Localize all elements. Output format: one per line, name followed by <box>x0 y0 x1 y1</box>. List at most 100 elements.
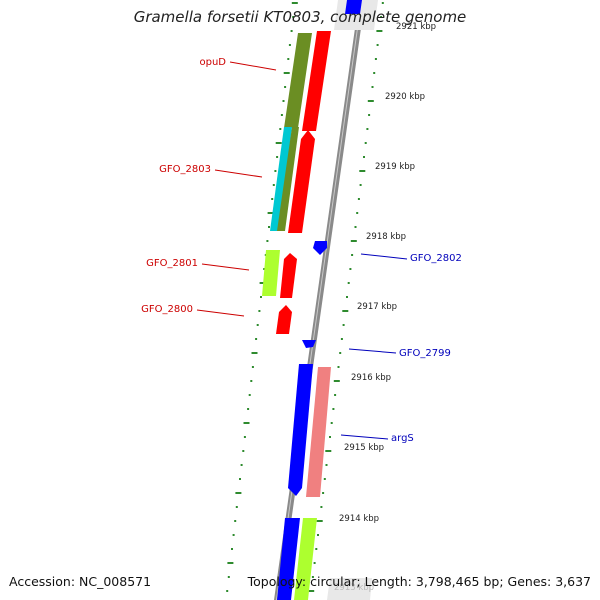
minor-tick <box>354 226 357 228</box>
gene-red-mid <box>288 130 315 233</box>
minor-tick <box>266 240 269 242</box>
major-tick <box>325 450 332 452</box>
minor-tick <box>272 184 275 186</box>
minor-tick <box>271 198 274 200</box>
gene-label-line <box>196 309 245 317</box>
scale-label: 2914 kbp <box>339 514 379 524</box>
gene-label-line <box>360 253 408 260</box>
minor-tick <box>330 422 333 424</box>
gene-label-line <box>340 434 389 440</box>
bottom-ring-segment <box>327 578 372 600</box>
major-tick <box>235 492 242 494</box>
minor-tick <box>322 492 325 494</box>
minor-tick <box>376 44 379 46</box>
gene-GFO_2803-olive <box>277 127 299 231</box>
minor-tick <box>258 310 261 312</box>
gene-label-GFO_2802: GFO_2802 <box>410 253 462 264</box>
minor-tick <box>325 464 328 466</box>
minor-tick <box>292 16 295 18</box>
gene-label-line <box>348 348 397 354</box>
gene-bottom-lime <box>294 518 317 600</box>
minor-tick <box>227 576 230 578</box>
minor-tick <box>240 464 243 466</box>
major-tick <box>342 310 349 312</box>
major-tick <box>243 422 250 424</box>
major-tick <box>367 100 374 102</box>
accession-text: Accession: NC_008571 <box>9 574 152 589</box>
minor-tick <box>251 366 254 368</box>
top-ring-segment <box>334 0 378 30</box>
gene-opuD <box>284 33 312 128</box>
minor-tick <box>349 268 352 270</box>
inner-tick-ring <box>226 2 298 592</box>
minor-tick <box>287 58 290 60</box>
right-gene-labels: GFO_2802 GFO_2799 argS <box>340 253 462 444</box>
minor-tick <box>263 268 266 270</box>
scale-labels: 2921 kbp 2920 kbp 2919 kbp 2918 kbp 2917… <box>334 22 436 593</box>
major-tick <box>291 2 298 4</box>
minor-tick <box>323 478 326 480</box>
gene-label-GFO_2800: GFO_2800 <box>141 304 193 315</box>
minor-tick <box>356 212 359 214</box>
minor-tick <box>231 548 233 550</box>
gene-label-line <box>201 263 250 271</box>
gene-red-top <box>302 31 331 131</box>
minor-tick <box>248 394 251 396</box>
minor-tick <box>364 142 367 144</box>
minor-tick <box>235 506 238 508</box>
minor-tick <box>334 394 337 396</box>
minor-tick <box>347 282 350 284</box>
minor-tick <box>366 128 369 130</box>
major-tick <box>283 72 290 74</box>
minor-tick <box>351 254 354 256</box>
minor-tick <box>290 30 293 32</box>
minor-tick <box>313 562 316 564</box>
minor-tick <box>317 534 319 536</box>
major-tick <box>267 212 274 214</box>
minor-tick <box>339 352 342 354</box>
gene-label-line <box>214 169 263 178</box>
minor-tick <box>357 198 360 200</box>
minor-tick <box>381 2 384 4</box>
gene-GFO_2799 <box>302 340 316 348</box>
minor-tick <box>363 156 365 158</box>
major-tick <box>333 380 340 382</box>
top-blue-gene <box>345 0 362 14</box>
scale-label: 2919 kbp <box>375 162 415 172</box>
gene-label-GFO_2799: GFO_2799 <box>399 348 451 359</box>
minor-tick <box>247 408 250 410</box>
gene-label-GFO_2803: GFO_2803 <box>159 164 211 175</box>
minor-tick <box>242 450 245 452</box>
minor-tick <box>368 114 371 116</box>
minor-tick <box>380 16 383 18</box>
scale-label: 2915 kbp <box>344 443 384 453</box>
minor-tick <box>282 100 285 102</box>
minor-tick <box>320 506 323 508</box>
minor-tick <box>280 114 283 116</box>
gene-label-opuD: opuD <box>199 57 226 68</box>
gene-GFO_2801-lime <box>262 250 280 296</box>
gene-argS-blue <box>288 364 313 496</box>
scale-label: 2918 kbp <box>366 232 406 242</box>
scale-label: 2920 kbp <box>385 92 425 102</box>
gene-GFO_2802 <box>313 241 327 255</box>
major-tick <box>359 170 366 172</box>
scale-label: 2916 kbp <box>351 373 391 383</box>
minor-tick <box>329 436 331 438</box>
gene-argS-pink <box>306 367 331 497</box>
minor-tick <box>260 296 262 298</box>
minor-tick <box>226 590 229 592</box>
major-tick <box>275 142 282 144</box>
gene-bottom-blue <box>277 518 300 600</box>
gene-GFO_2803-cyan <box>270 127 292 231</box>
minor-tick <box>256 324 259 326</box>
minor-tick <box>234 520 237 522</box>
major-tick <box>259 282 266 284</box>
gene-GFO_2801-red <box>280 253 297 298</box>
major-tick <box>316 520 323 522</box>
major-tick <box>350 240 357 242</box>
minor-tick <box>255 338 258 340</box>
topology-text: Topology: circular; Length: 3,798,465 bp… <box>247 574 591 589</box>
gene-label-argS: argS <box>391 433 414 444</box>
